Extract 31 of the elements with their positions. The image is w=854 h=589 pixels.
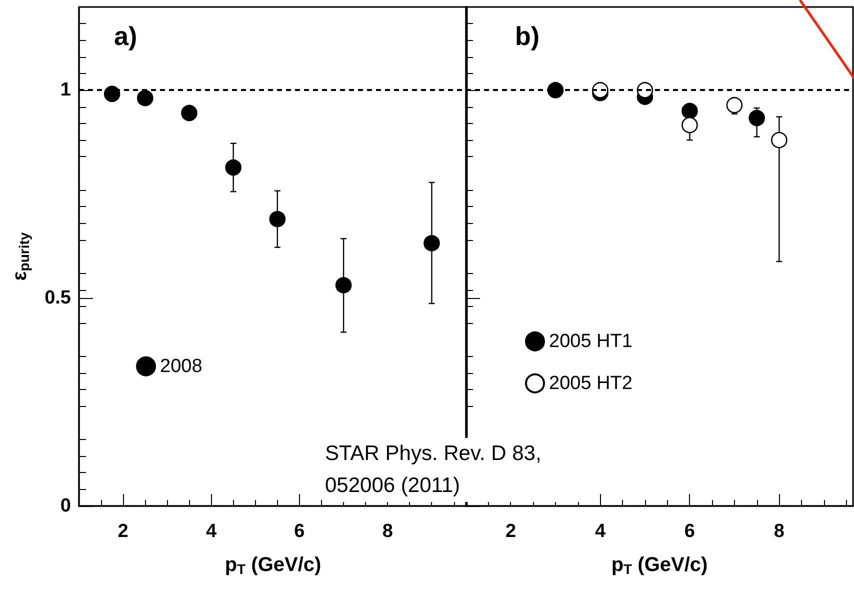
y-tick-label: 0.5 [44, 288, 72, 309]
y-tick-label: 0 [60, 496, 71, 516]
point [771, 132, 788, 148]
x-tick-label: 2 [118, 521, 128, 542]
legend-label: 2008 [160, 356, 202, 377]
text: b) [515, 21, 540, 51]
point [335, 277, 352, 294]
annotation: STAR Phys. Rev. D 83, 052006 (2011) [325, 438, 595, 502]
point [181, 104, 198, 122]
y-tick-label: 1 [60, 80, 72, 101]
x-tick-label: 4 [206, 521, 217, 542]
x-tick-label: 8 [382, 521, 393, 542]
point [137, 90, 154, 106]
text: a) [114, 21, 138, 51]
point [682, 102, 698, 120]
point [547, 82, 564, 98]
point [225, 159, 242, 176]
x-tick-label: 6 [294, 521, 305, 542]
point [269, 210, 286, 228]
x-tick-label: 6 [684, 521, 695, 542]
legend-label: 2005 HT2 [549, 372, 632, 394]
point [682, 116, 698, 134]
point [726, 96, 743, 114]
x-tick-label: 4 [594, 521, 606, 542]
y-axis-title: εpurity [9, 232, 32, 281]
legend-label: 2005 HT1 [549, 330, 632, 352]
point [104, 86, 120, 102]
point [424, 235, 440, 252]
x-tick-label: 8 [774, 521, 784, 542]
point [748, 110, 765, 126]
x-tick-label: 2 [505, 521, 516, 542]
